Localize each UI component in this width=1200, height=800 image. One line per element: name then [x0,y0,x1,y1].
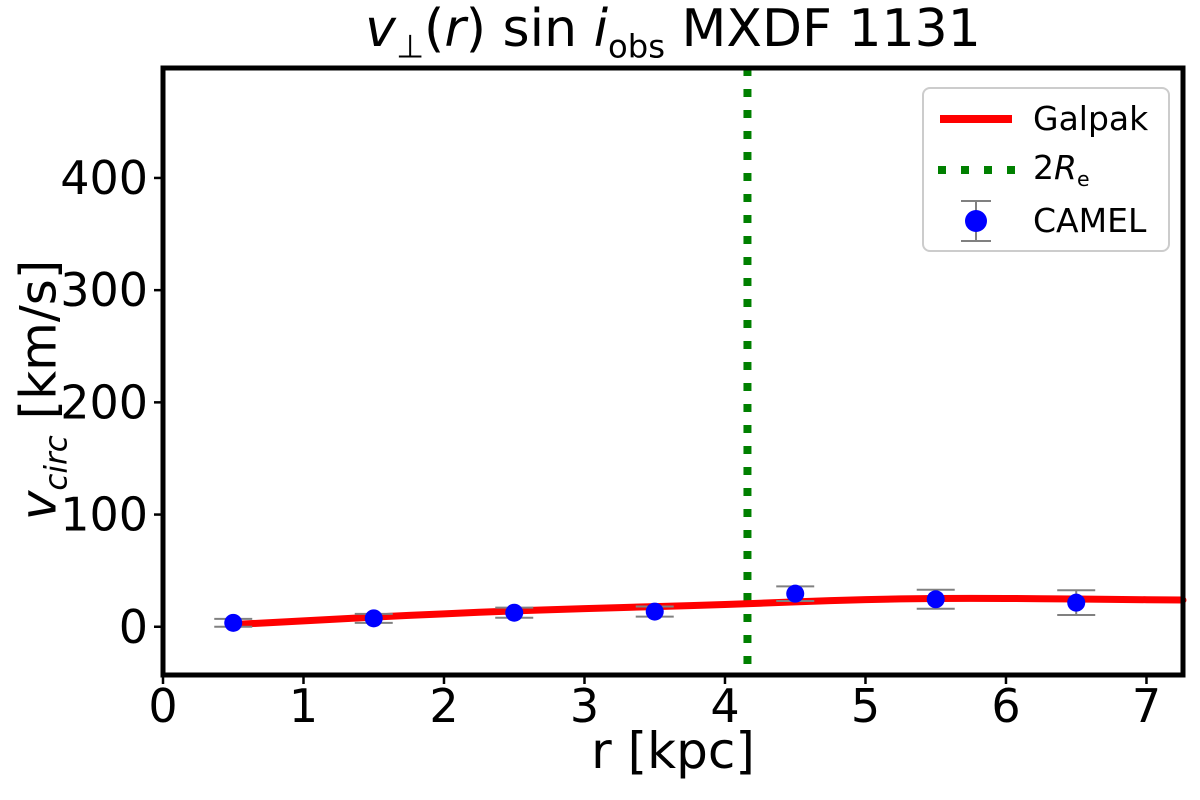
camel-point [786,584,805,603]
text-segment: R [1054,147,1077,187]
x-tick-label: 4 [710,679,739,733]
y-tick-label: 100 [60,488,148,542]
text-segment: v [365,0,396,59]
x-axis-label: r [kpc] [591,722,755,780]
x-tick-label: 5 [851,679,880,733]
legend-item-re: 2Re [924,144,1168,195]
text-segment: ) sin [465,0,594,59]
camel-point [364,609,383,628]
text-segment: ( [424,0,445,59]
y-axis-label: vcirc [km/s] [10,260,75,521]
green-dot-icon [937,165,946,174]
camel-point [505,603,524,622]
legend-item-galpak: Galpak [924,93,1168,144]
red-line-icon [940,114,1012,123]
plot-title: v⊥(r) sin iobs MXDF 1131 [163,0,1183,65]
y-tick-label: 300 [60,263,148,317]
re-dotted-swatch [932,165,1020,174]
text-segment: e [1076,167,1090,192]
text-segment: circ [38,435,75,491]
text-segment: 2 [1033,147,1054,187]
text-segment: i [593,0,609,59]
legend-label-camel: CAMEL [1033,201,1147,240]
y-tick-label: 400 [60,151,148,205]
x-tick-label: 1 [289,679,318,733]
text-segment: v [9,490,68,521]
camel-point [1067,593,1086,612]
x-tick-label: 0 [148,679,177,733]
green-dot-icon [1006,165,1015,174]
legend-label-galpak: Galpak [1033,99,1149,138]
x-tick-label: 3 [570,679,599,733]
camel-marker-swatch [932,195,1020,247]
camel-point [645,602,664,621]
plot-frame [160,65,1186,678]
x-tick-label: 7 [1132,679,1161,733]
text-segment: r [444,0,466,59]
x-tick-label: 6 [991,679,1020,733]
legend-label-re: 2Re [1033,148,1090,191]
green-dot-icon [983,165,992,174]
camel-point [926,590,945,609]
y-tick-label: 200 [60,375,148,429]
y-tick-label: 0 [119,600,148,654]
galpak-line [229,594,1187,629]
legend: Galpak 2Re CAMEL [922,87,1170,252]
legend-item-camel: CAMEL [924,195,1168,246]
text-segment: obs [608,27,665,66]
text-segment: [km/s] [9,259,68,436]
errorbar-marker-icon [961,199,991,242]
camel-point [224,613,243,632]
green-dot-icon [960,165,969,174]
x-tick-label: 2 [429,679,458,733]
text-segment: ⊥ [395,27,425,66]
galpak-line-swatch [932,114,1020,123]
text-segment: MXDF 1131 [665,0,981,59]
